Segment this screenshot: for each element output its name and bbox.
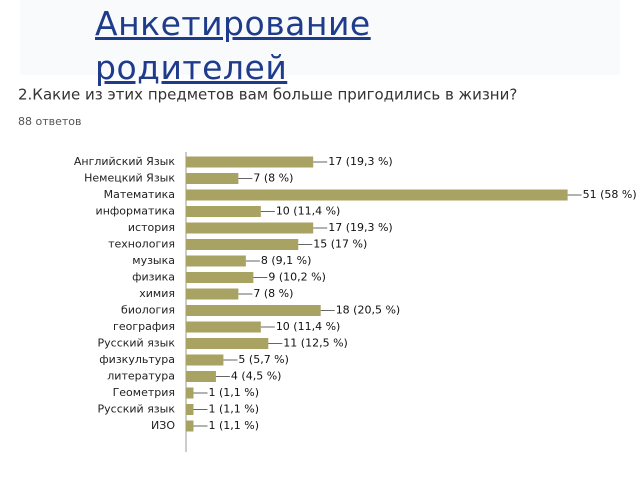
bar [186, 206, 261, 217]
bar [186, 305, 321, 316]
bar [186, 420, 194, 432]
value-label: 11 (12,5 %) [283, 337, 348, 350]
value-label: 18 (20,5 %) [336, 304, 401, 317]
bar [186, 387, 194, 399]
value-label: 1 (1,1 %) [208, 419, 259, 432]
value-label: 4 (4,5 %) [231, 370, 282, 383]
category-label: литература [107, 370, 175, 383]
bar [186, 189, 568, 201]
category-label: ИЗО [151, 419, 175, 432]
category-label: информатика [96, 205, 175, 218]
bar [186, 371, 216, 382]
value-label: 17 (19,3 %) [328, 221, 393, 234]
category-label: история [128, 221, 175, 234]
category-label: Русский язык [98, 337, 176, 350]
category-label: физкультура [99, 353, 175, 366]
category-label: Геометрия [113, 386, 175, 399]
category-label: Математика [104, 188, 175, 201]
bar [186, 321, 261, 333]
category-label: музыка [132, 254, 175, 267]
bar [186, 239, 299, 250]
bar [186, 156, 314, 168]
value-label: 5 (5,7 %) [238, 353, 289, 366]
bar [186, 338, 269, 349]
category-label: Английский Язык [74, 155, 175, 168]
bar [186, 288, 239, 300]
value-label: 8 (9,1 %) [261, 254, 312, 267]
category-label: физика [132, 271, 175, 284]
value-label: 7 (8 %) [253, 287, 293, 300]
bar [186, 255, 246, 267]
title-box: Анкетирование родителей [95, 4, 371, 87]
decor [20, 0, 620, 75]
value-label: 1 (1,1 %) [208, 403, 259, 416]
value-label: 10 (11,4 %) [276, 205, 341, 218]
category-label: Русский язык [98, 403, 176, 416]
question: 2.Какие из этих предметов вам больше при… [18, 86, 517, 104]
category-label: технология [108, 238, 175, 251]
category-label: биология [121, 304, 175, 317]
category-label: Немецкий Язык [84, 172, 175, 185]
value-label: 7 (8 %) [253, 172, 293, 185]
bar [186, 354, 224, 366]
bars: Английский Язык 17 (19,3 %) Немецкий Язык 7… [74, 155, 637, 432]
value-label: 15 (17 %) [313, 238, 367, 251]
value-label: 1 (1,1 %) [208, 386, 259, 399]
value-label: 17 (19,3 %) [328, 155, 393, 168]
title: Анкетирование родителей [95, 4, 371, 87]
responses: 88 ответов [18, 115, 82, 128]
category-label: география [113, 320, 175, 333]
bar [186, 173, 239, 184]
bar [186, 222, 314, 234]
bar [186, 272, 254, 283]
value-label: 10 (11,4 %) [276, 320, 341, 333]
bar [186, 404, 194, 415]
category-label: химия [139, 287, 175, 300]
value-label: 9 (10,2 %) [268, 271, 326, 284]
value-label: 51 (58 %) [583, 188, 637, 201]
